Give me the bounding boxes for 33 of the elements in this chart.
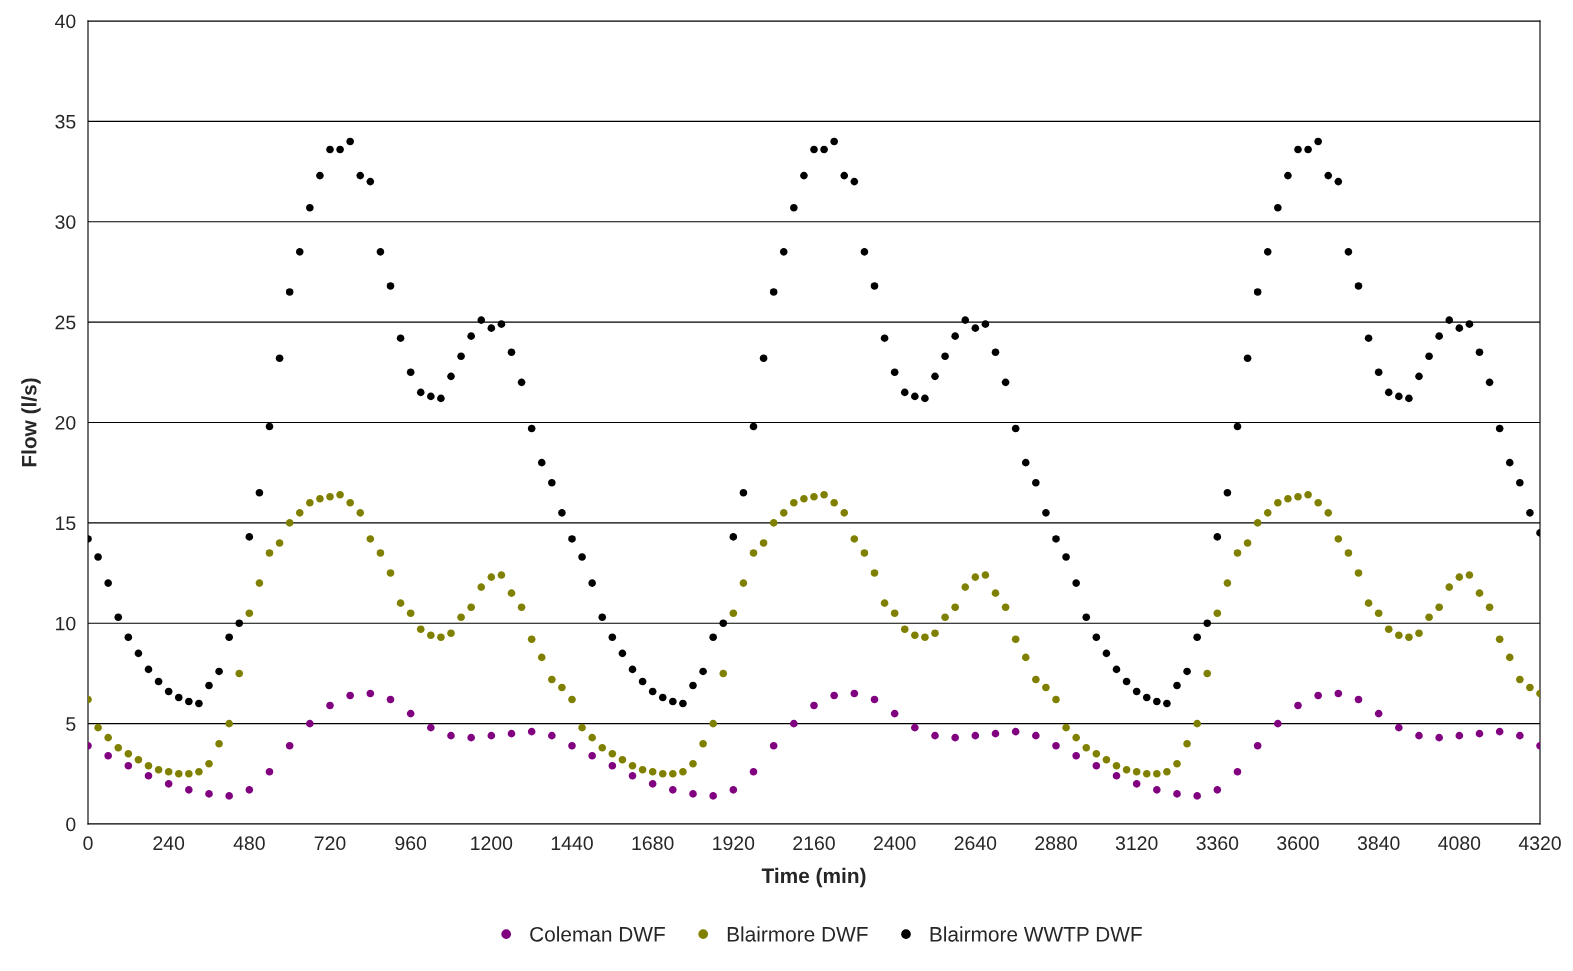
x-tick-label: 3600 bbox=[1277, 836, 1319, 851]
y-tick-label: 35 bbox=[55, 114, 76, 129]
y-tick-label: 40 bbox=[55, 14, 76, 29]
y-tick-label: 25 bbox=[55, 315, 76, 330]
x-tick-label: 2880 bbox=[1035, 836, 1077, 851]
y-tick-label: 15 bbox=[56, 516, 76, 531]
x-tick-label: 4320 bbox=[1518, 836, 1561, 851]
x-tick-label: 3360 bbox=[1196, 836, 1239, 851]
y-tick-label: 30 bbox=[55, 215, 76, 229]
y-tick-label: 0 bbox=[66, 817, 76, 832]
legend-label: Blairmore WWTP DWF bbox=[930, 926, 1142, 942]
y-tick-label: 20 bbox=[55, 415, 76, 430]
y-axis-title: Flow (l/s) bbox=[21, 378, 41, 467]
x-tick-label: 2160 bbox=[793, 836, 835, 851]
x-tick-label: 720 bbox=[314, 836, 346, 851]
x-tick-label: 240 bbox=[153, 836, 185, 851]
legend-label: Coleman DWF bbox=[530, 926, 665, 942]
x-tick-label: 1680 bbox=[632, 836, 674, 851]
x-tick-label: 1440 bbox=[551, 836, 593, 851]
y-tick-label: 5 bbox=[66, 717, 76, 731]
x-tick-label: 2400 bbox=[874, 836, 916, 851]
x-tick-label: 3120 bbox=[1115, 836, 1158, 851]
x-tick-label: 1920 bbox=[713, 836, 755, 851]
x-tick-label: 480 bbox=[233, 836, 265, 851]
x-tick-label: 0 bbox=[83, 836, 93, 851]
y-tick-label: 10 bbox=[56, 616, 76, 631]
x-tick-label: 4080 bbox=[1438, 836, 1481, 851]
x-tick-label: 1200 bbox=[471, 836, 513, 851]
x-axis-title: Time (min) bbox=[761, 867, 866, 888]
x-tick-label: 960 bbox=[395, 836, 427, 851]
x-tick-label: 2640 bbox=[954, 836, 997, 851]
x-tick-label: 3840 bbox=[1357, 836, 1400, 851]
legend-label: Blairmore DWF bbox=[727, 926, 868, 942]
